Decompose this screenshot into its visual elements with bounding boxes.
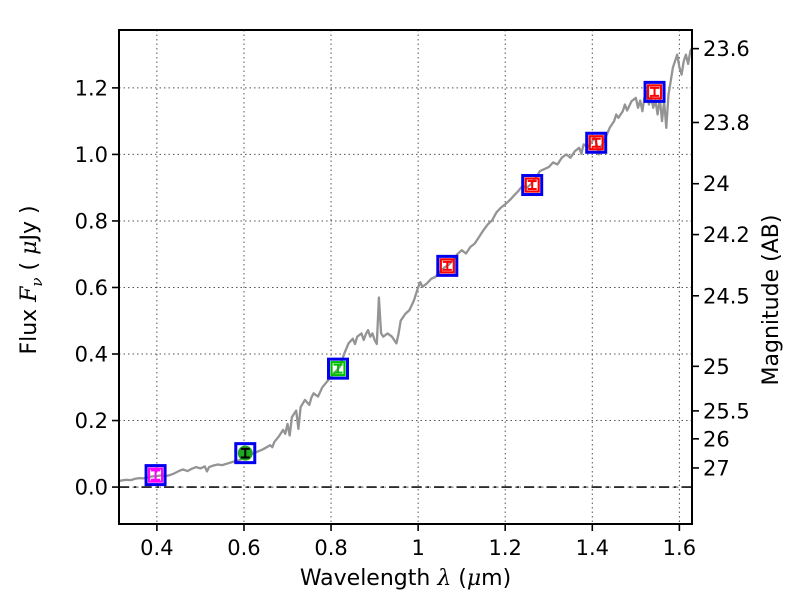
flux-tick-label: 1.2 [75,76,108,100]
flux-tick-label: 1.0 [75,143,108,167]
x-tick-label: 0.4 [140,536,173,560]
x-tick-label: 0.8 [314,536,347,560]
flux-axis-title-part: ( [17,255,42,278]
x-axis-title: Wavelength λ (μm) [300,566,511,591]
flux-axis-title-part: μ [17,241,42,255]
observed-flux-blue-square [643,80,666,103]
photometry-point [144,464,167,487]
observed-flux-blue-square [327,357,350,380]
photometry-point [585,131,608,154]
flux-tick-label: 0.0 [75,476,108,500]
error-bar [527,180,537,191]
magnitude-tick-label: 24.5 [703,284,750,308]
photometry-point [643,80,666,103]
magnitude-tick-label: 25.5 [703,399,750,423]
magnitude-tick-label: 26 [703,427,730,451]
magnitude-tick-label: 23.6 [703,37,750,61]
x-axis-title-part: μ [467,566,481,591]
flux-axis-title-part: Flux [17,302,42,355]
error-bar [591,137,601,148]
magnitude-axis-title: Magnitude (AB) [759,215,784,386]
x-tick-label: 0.6 [227,536,260,560]
photometry-point [234,442,257,465]
flux-tick-label: 0.8 [75,209,108,233]
magnitude-tick-label: 25 [703,355,730,379]
grid [119,30,692,524]
magnitude-tick-label: 24.2 [703,223,750,247]
photometry-point [436,254,459,277]
observed-flux-blue-square [585,131,608,154]
x-axis-title-part: m) [481,566,511,591]
x-tick-label: 1 [411,536,424,560]
x-tick-label: 1.2 [489,536,522,560]
x-axis-title-part: ( [451,566,467,591]
observed-flux-blue-square [234,442,257,465]
observed-flux-blue-square [521,174,544,197]
model-spectrum-line [119,46,692,483]
model-flux-inner-square [439,258,455,274]
error-bar [151,469,161,481]
photometry-point [327,357,350,380]
error-bar [240,447,250,459]
tick-marks [112,47,699,531]
x-tick-label: 1.6 [663,536,696,560]
model-flux-inner-square [524,177,540,193]
flux-tick-label: 0.2 [75,409,108,433]
flux-axis-title-part: F [17,286,42,303]
x-axis-title-part: λ [436,566,451,591]
error-bar [442,260,452,271]
model-flux-inner-square [147,467,164,483]
model-flux-inner-square [330,361,346,377]
flux-axis-title: Flux Fν ( μJy ) [17,205,46,354]
model-flux-inner-square [588,135,604,151]
x-tick-label: 1.4 [576,536,609,560]
flux-tick-label: 0.6 [75,276,108,300]
flux-axis-title-part: Jy ) [17,205,42,242]
model-flux-inner-square [646,84,663,100]
plot-border [118,29,693,525]
magnitude-tick-label: 24 [703,172,730,196]
tick-labels: 0.4 0.6 0.8 1 1.2 1.4 1.6 0.0 0.2 0.4 0.6 0.8 1.0 1.2… [17,37,784,591]
magnitude-tick-label: 23.8 [703,111,750,135]
error-bar [650,86,660,97]
photometry-point [521,174,544,197]
x-axis-title-part: Wavelength [300,566,438,591]
observed-flux-blue-square [144,464,167,487]
flux-tick-label: 0.4 [75,343,108,367]
error-bar [333,363,343,374]
flux-axis-title-part: ν [28,277,46,286]
observed-flux-blue-square [436,254,459,277]
magnitude-tick-label: 27 [703,456,730,480]
